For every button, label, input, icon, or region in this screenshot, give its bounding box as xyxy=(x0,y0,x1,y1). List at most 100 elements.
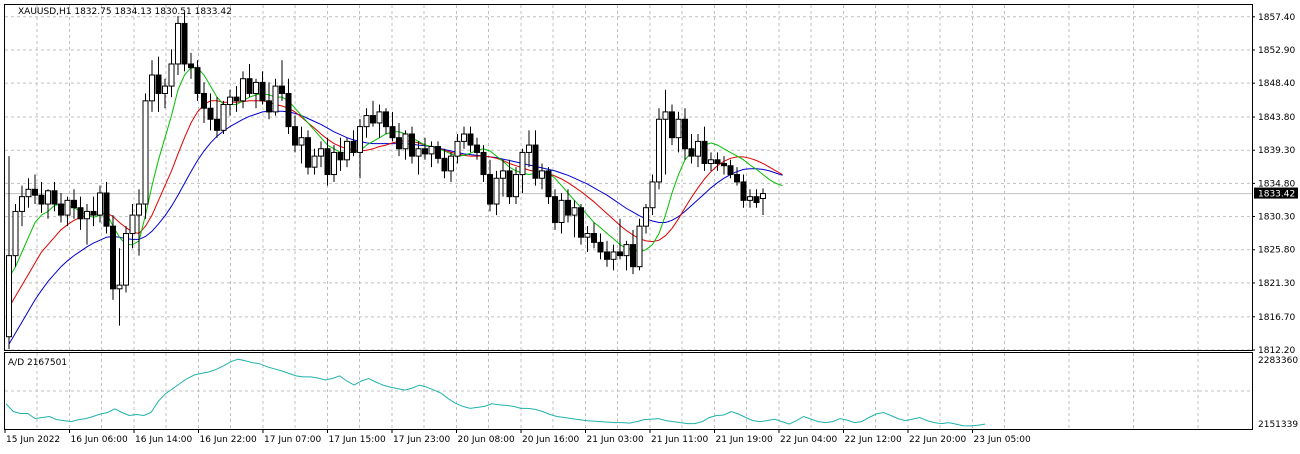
indicator-top-label: 2283360 xyxy=(1258,356,1298,366)
current-price-marker: 1833.42 xyxy=(1254,187,1298,200)
candle-body xyxy=(292,126,298,146)
candle-body xyxy=(513,174,519,198)
candle xyxy=(558,192,565,234)
candle xyxy=(240,71,246,109)
candle xyxy=(721,156,727,175)
candle-body xyxy=(493,177,500,205)
candle-body xyxy=(116,284,123,290)
candle-body xyxy=(142,100,149,205)
candle xyxy=(513,167,519,205)
candle-body xyxy=(181,22,188,65)
candle xyxy=(753,189,760,208)
candle xyxy=(227,89,233,116)
candle-body xyxy=(422,148,428,155)
candle-body xyxy=(675,118,682,139)
time-tick-label: 22 Jun 04:00 xyxy=(780,435,837,445)
price-tick-label: 1825.80 xyxy=(1258,246,1295,256)
ma-slow-line xyxy=(8,110,783,345)
candle-body xyxy=(253,81,259,94)
candle xyxy=(77,196,84,230)
candle-body xyxy=(324,148,331,176)
candle-body xyxy=(526,144,532,153)
candle-body xyxy=(129,214,136,235)
candle-body xyxy=(396,137,402,150)
candle-body xyxy=(753,196,760,204)
time-tick-label: 21 Jun 11:00 xyxy=(651,435,708,445)
candle-body xyxy=(220,104,227,131)
candle-body xyxy=(669,111,675,139)
candle-body xyxy=(6,255,12,338)
candle-body xyxy=(12,210,19,257)
indicator-label: A/D 2167501 xyxy=(8,358,67,368)
candle-body xyxy=(630,244,636,268)
candle xyxy=(90,196,97,227)
candle xyxy=(103,181,110,234)
candle xyxy=(630,229,636,275)
candle-body xyxy=(383,111,389,128)
candle xyxy=(305,130,311,175)
candle-body xyxy=(415,148,422,157)
candle xyxy=(188,52,194,79)
indicator-bottom-label: 2151339 xyxy=(1258,420,1298,430)
candle xyxy=(688,134,695,164)
candle xyxy=(656,108,662,190)
candle xyxy=(461,126,467,149)
time-tick-label: 23 Jun 05:00 xyxy=(974,435,1031,445)
time-tick-label: 21 Jun 03:00 xyxy=(587,435,644,445)
candle xyxy=(662,89,669,175)
candle-body xyxy=(454,140,461,157)
candle xyxy=(370,100,376,127)
candle xyxy=(110,215,116,300)
candle xyxy=(383,108,389,135)
time-tick-label: 17 Jun 07:00 xyxy=(264,435,321,445)
ma-mid-line xyxy=(8,100,783,308)
candle-body xyxy=(136,203,142,216)
candle-body xyxy=(227,96,233,106)
candle xyxy=(84,204,90,245)
candle-body xyxy=(721,162,727,167)
candle xyxy=(740,174,747,208)
candle xyxy=(643,204,649,234)
time-tick-label: 20 Jun 08:00 xyxy=(458,435,515,445)
candle xyxy=(617,218,623,260)
candle xyxy=(253,78,259,109)
price-tick-label: 1834.80 xyxy=(1258,179,1295,189)
time-tick-label: 16 Jun 22:00 xyxy=(200,435,257,445)
candle-body xyxy=(441,157,448,172)
candle-body xyxy=(727,165,734,176)
candle xyxy=(389,111,396,142)
candle xyxy=(58,192,64,223)
current-price-label: 1833.42 xyxy=(1258,190,1295,200)
candle xyxy=(116,248,123,326)
candle-body xyxy=(344,140,350,161)
candle xyxy=(142,93,149,219)
candle-body xyxy=(259,81,266,102)
time-tick-label: 17 Jun 23:00 xyxy=(393,435,450,445)
candle xyxy=(136,189,142,256)
candle xyxy=(233,86,240,112)
candle-body xyxy=(578,207,584,238)
price-tick-label: 1830.30 xyxy=(1258,213,1295,223)
candle-body xyxy=(357,126,363,153)
price-tick-label: 1843.80 xyxy=(1258,113,1295,123)
candle xyxy=(51,181,58,212)
candle xyxy=(220,100,227,135)
time-tick-label: 16 Jun 06:00 xyxy=(71,435,128,445)
candle-body xyxy=(643,207,649,227)
candle-body xyxy=(305,137,311,168)
candle-body xyxy=(298,137,305,146)
candle xyxy=(441,148,448,179)
candlesticks xyxy=(6,12,766,350)
time-tick-label: 22 Jun 12:00 xyxy=(845,435,902,445)
candle-body xyxy=(240,78,246,102)
candle-body xyxy=(558,199,565,223)
price-tick-label: 1839.30 xyxy=(1258,146,1295,156)
candle-body xyxy=(532,144,539,179)
candle-body xyxy=(474,144,480,153)
candle-body xyxy=(207,107,214,120)
candle xyxy=(604,240,610,267)
candle-body xyxy=(545,170,552,198)
candle xyxy=(357,119,363,179)
